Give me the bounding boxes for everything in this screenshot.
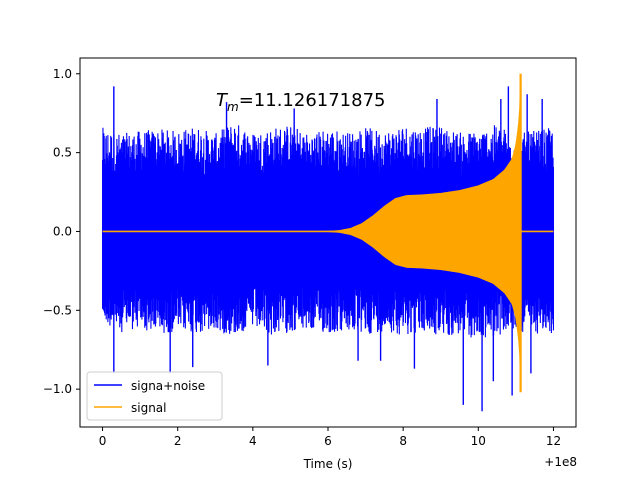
legend-box bbox=[86, 371, 223, 421]
y-tick-label: −0.5 bbox=[43, 303, 72, 317]
y-tick-label: −1.0 bbox=[43, 382, 72, 396]
y-tick-label: 0.5 bbox=[53, 146, 72, 160]
x-axis-offset-label: +1e8 bbox=[544, 455, 577, 469]
y-tick-label: 1.0 bbox=[53, 67, 72, 81]
x-tick-label: 4 bbox=[249, 434, 257, 448]
legend-label-signal: signal bbox=[131, 401, 167, 415]
x-tick-label: 6 bbox=[324, 434, 332, 448]
y-tick-label: 0.0 bbox=[53, 224, 72, 238]
y-axis-ticks: −1.0 −0.5 0.0 0.5 1.0 bbox=[43, 67, 80, 396]
x-axis-ticks: 0 2 4 6 8 10 12 bbox=[99, 427, 561, 448]
x-tick-label: 10 bbox=[471, 434, 486, 448]
series-signa-noise bbox=[102, 86, 554, 412]
annotation-text: Tm=11.126171875 bbox=[216, 90, 385, 114]
annotation-rest: =11.126171875 bbox=[239, 90, 386, 111]
x-tick-label: 8 bbox=[399, 434, 407, 448]
legend: signa+noise signal bbox=[86, 371, 223, 421]
x-tick-label: 2 bbox=[174, 434, 182, 448]
annotation-main: T bbox=[216, 90, 229, 111]
plot-area bbox=[102, 73, 554, 412]
x-axis-label: Time (s) bbox=[303, 457, 353, 471]
series-signal bbox=[102, 73, 554, 393]
x-tick-label: 0 bbox=[99, 434, 107, 448]
legend-label-signa-noise: signa+noise bbox=[131, 379, 205, 393]
annotation-sub: m bbox=[227, 100, 239, 114]
x-tick-label: 12 bbox=[546, 434, 561, 448]
